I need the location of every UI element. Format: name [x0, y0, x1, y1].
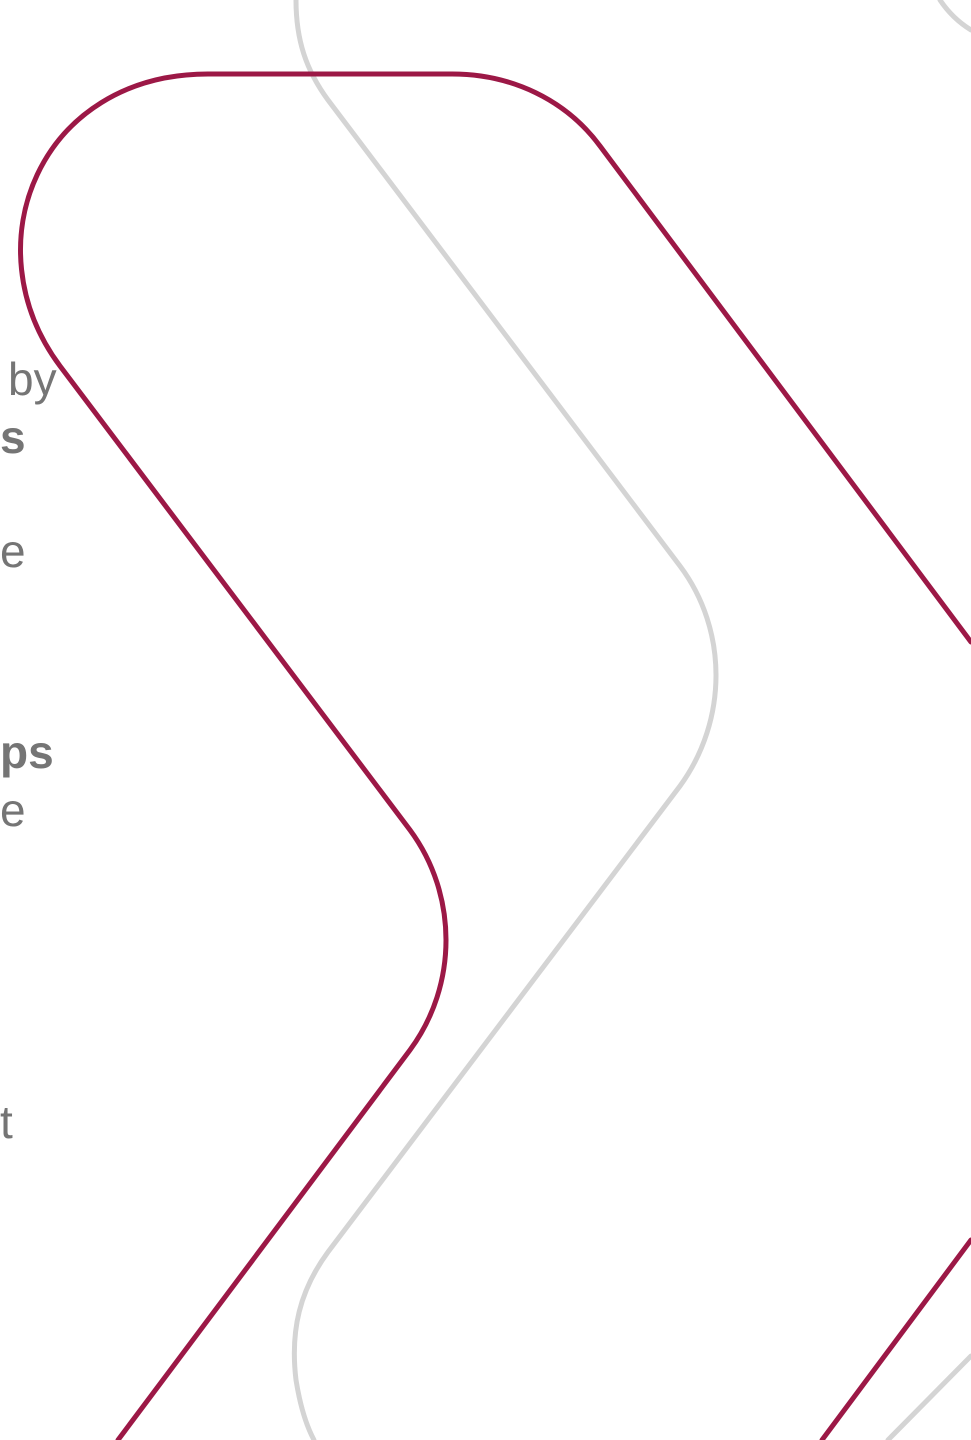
text-fragment-ps: ps — [0, 726, 54, 778]
text-fragment-e: e — [0, 525, 26, 577]
text-fragment-by: by — [8, 353, 57, 405]
maroon-chevron-outline-icon — [18, 71, 971, 1440]
text-fragment-e-second: e — [0, 784, 26, 836]
text-fragment-t: t — [0, 1096, 13, 1148]
text-fragment-s: s — [0, 411, 26, 463]
gray-chevron-outline-icon — [291, 0, 971, 1440]
